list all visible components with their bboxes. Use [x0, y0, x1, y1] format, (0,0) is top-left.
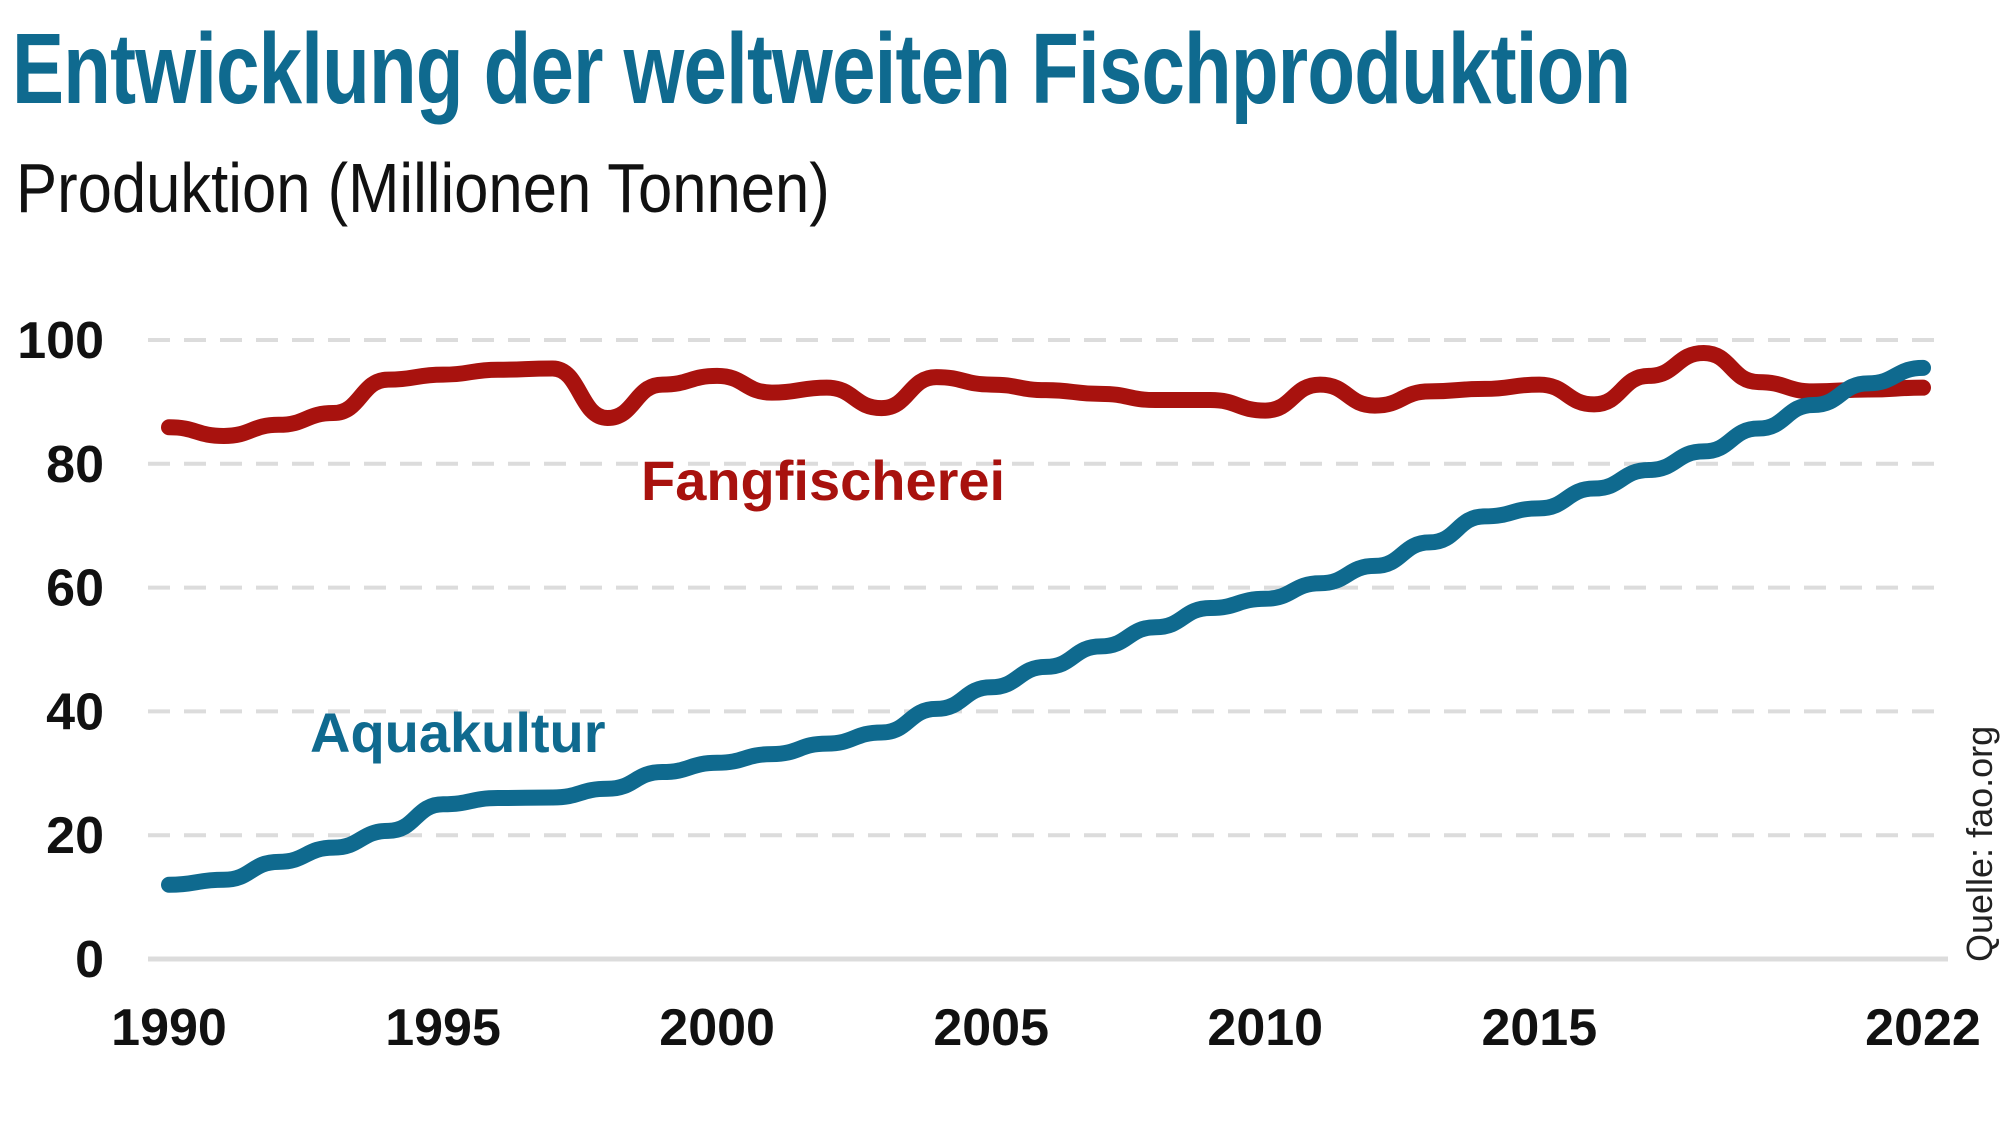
series-label-fangfischerei: Fangfischerei	[641, 449, 1005, 512]
series-line-fangfischerei	[161, 344, 1931, 444]
y-tick-label: 0	[75, 931, 104, 989]
y-tick-label: 80	[46, 436, 104, 494]
x-tick-label: 2010	[1207, 999, 1323, 1057]
y-tick-label: 100	[17, 312, 104, 370]
x-tick-label: 2000	[659, 999, 775, 1057]
y-tick-label: 40	[46, 683, 104, 741]
y-tick-label: 60	[46, 560, 104, 618]
source-note: Quelle: fao.org	[1959, 726, 2000, 962]
chart-title: Entwicklung der weltweiten Fischprodukti…	[12, 13, 1631, 125]
y-tick-label: 20	[46, 807, 104, 865]
x-tick-label: 1990	[111, 999, 227, 1057]
x-tick-label: 2005	[933, 999, 1049, 1057]
series-label-aquakultur: Aquakultur	[310, 701, 606, 764]
x-tick-label: 2015	[1481, 999, 1597, 1057]
series-line-aquakultur	[161, 359, 1931, 893]
x-tick-label: 1995	[385, 999, 501, 1057]
x-tick-label: 2022	[1865, 999, 1981, 1057]
chart-subtitle: Produktion (Millionen Tonnen)	[16, 149, 830, 227]
